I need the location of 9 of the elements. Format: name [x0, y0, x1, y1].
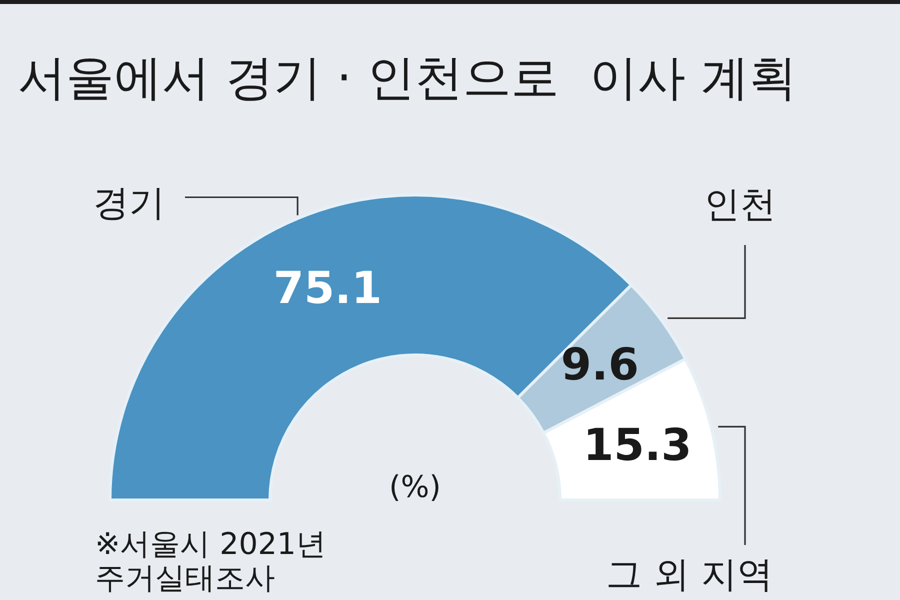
text: (%) — [388, 469, 442, 507]
slice-label: 인천 — [704, 184, 776, 226]
chart-title: 서울에서 경기 · 인천으로 이사 계획 — [18, 49, 797, 108]
data-label: 75.1 — [273, 262, 382, 314]
data-label: 9.6 — [560, 339, 639, 390]
slice-label: 경기 — [93, 182, 165, 224]
slice-label: 그 외 지역 — [606, 554, 773, 596]
data-label: 15.3 — [583, 420, 692, 471]
text: ※서울시 2021년 주거실태조사 — [95, 527, 328, 596]
